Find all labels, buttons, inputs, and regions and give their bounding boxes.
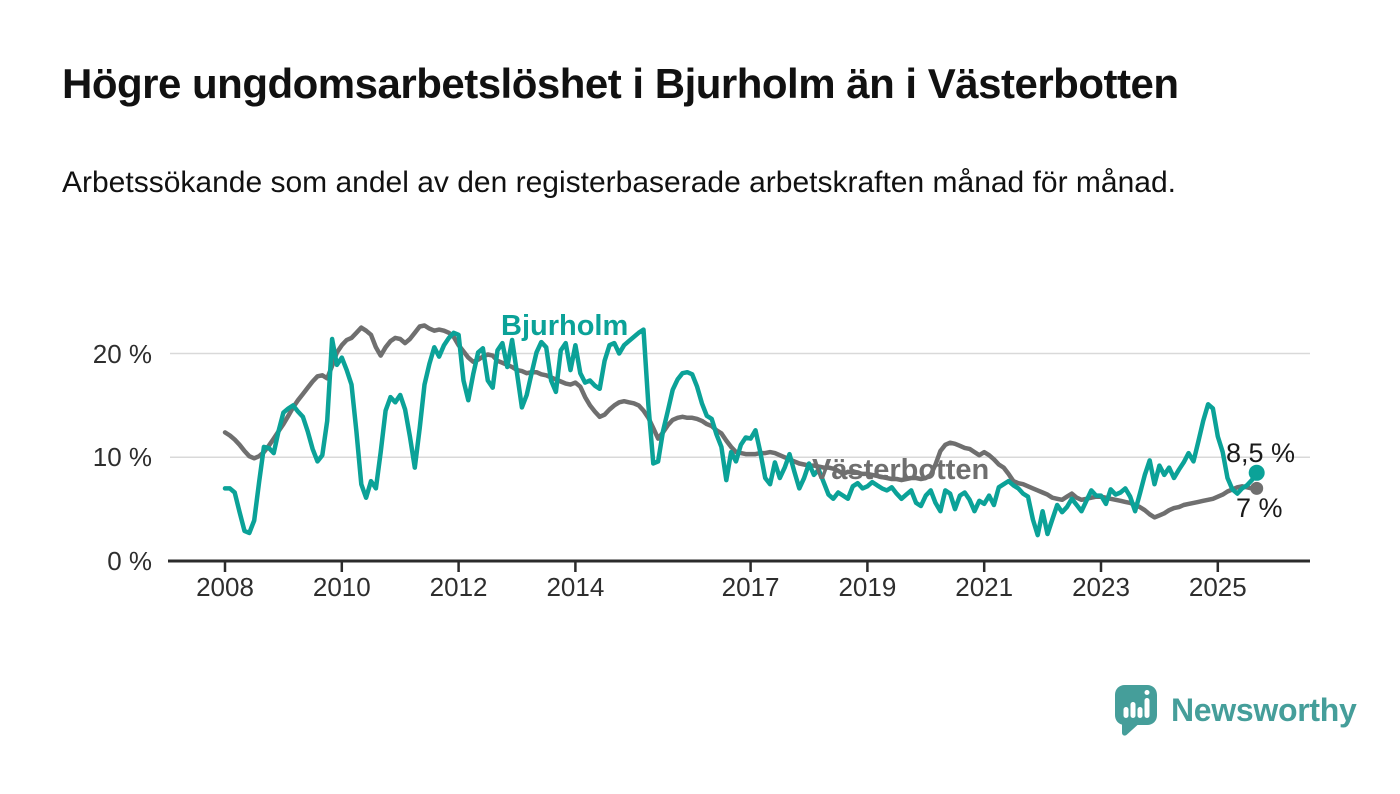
chart-subtitle: Arbetssökande som andel av den registerb… [62, 166, 1176, 199]
x-tick-label: 2010 [312, 572, 371, 602]
newsworthy-wordmark: Newsworthy [1171, 691, 1357, 728]
x-tick-label: 2014 [546, 572, 605, 602]
x-tick-label: 2012 [429, 572, 488, 602]
x-tick-label: 2025 [1188, 572, 1247, 602]
bar-chart-speech-bubble-icon [1115, 685, 1157, 736]
newsworthy-logo: Newsworthy [1114, 684, 1357, 736]
y-tick-label: 0 % [107, 546, 152, 576]
x-tick-label: 2021 [955, 572, 1014, 602]
y-tick-label: 10 % [92, 442, 152, 473]
x-tick-label: 2023 [1072, 572, 1130, 602]
x-tick-label: 2017 [721, 572, 780, 602]
series-line-bjurholm [222, 327, 1259, 538]
series-label-vasterbotten: Västerbotten [812, 454, 990, 486]
y-tick-label: 20 % [92, 338, 152, 369]
x-tick-label: 2019 [838, 572, 897, 602]
end-value-label-vasterbotten: 7 % [1236, 493, 1283, 523]
end-dot-bjurholm [1248, 464, 1265, 481]
series-label-bjurholm: Bjurholm [501, 310, 629, 342]
x-tick-label: 2008 [196, 572, 254, 602]
end-value-label-bjurholm: 8,5 % [1226, 438, 1296, 468]
end-dot-västerbotten [1250, 481, 1264, 495]
chart-title: Högre ungdomsarbetslöshet i Bjurholm än … [62, 60, 1179, 107]
